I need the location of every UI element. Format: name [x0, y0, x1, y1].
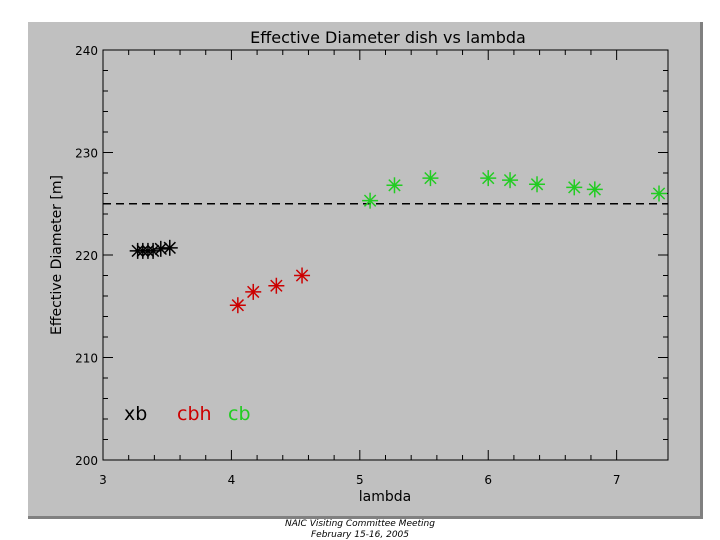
y-tick-label: 240 — [75, 44, 98, 58]
x-tick-label: 4 — [228, 473, 236, 487]
footer-line-1: NAIC Visiting Committee Meeting — [285, 519, 435, 529]
y-tick-label: 230 — [75, 147, 98, 161]
y-tick-label: 220 — [75, 249, 98, 263]
point-xb — [161, 239, 178, 256]
point-cb — [651, 185, 668, 202]
legend-xb: xb — [124, 403, 147, 425]
point-cb — [529, 176, 546, 193]
point-cbh — [268, 277, 285, 294]
chart-title: Effective Diameter dish vs lambda — [250, 28, 526, 47]
y-tick-label: 210 — [75, 352, 98, 366]
footer-line-2: February 15-16, 2005 — [310, 530, 409, 540]
slide-panel — [28, 22, 703, 519]
y-tick-label: 200 — [75, 454, 98, 468]
point-cb — [480, 170, 497, 187]
point-cb — [502, 172, 519, 189]
point-cb — [422, 170, 439, 187]
point-cb — [586, 181, 603, 198]
plot-area — [102, 49, 669, 461]
point-cb — [386, 177, 403, 194]
point-cbh — [245, 283, 262, 300]
x-axis-label: lambda — [359, 489, 411, 505]
point-cb — [566, 179, 583, 196]
x-tick-label: 3 — [99, 473, 107, 487]
legend-cbh: cbh — [177, 403, 212, 425]
point-xb — [152, 240, 169, 257]
point-cb — [362, 192, 379, 209]
point-cbh — [294, 267, 311, 284]
point-cbh — [229, 297, 246, 314]
x-tick-label: 6 — [484, 473, 492, 487]
x-tick-label: 5 — [356, 473, 364, 487]
legend-cb: cb — [228, 403, 251, 425]
x-tick-label: 7 — [613, 473, 621, 487]
y-axis-label: Effective Diameter [m] — [49, 175, 65, 335]
